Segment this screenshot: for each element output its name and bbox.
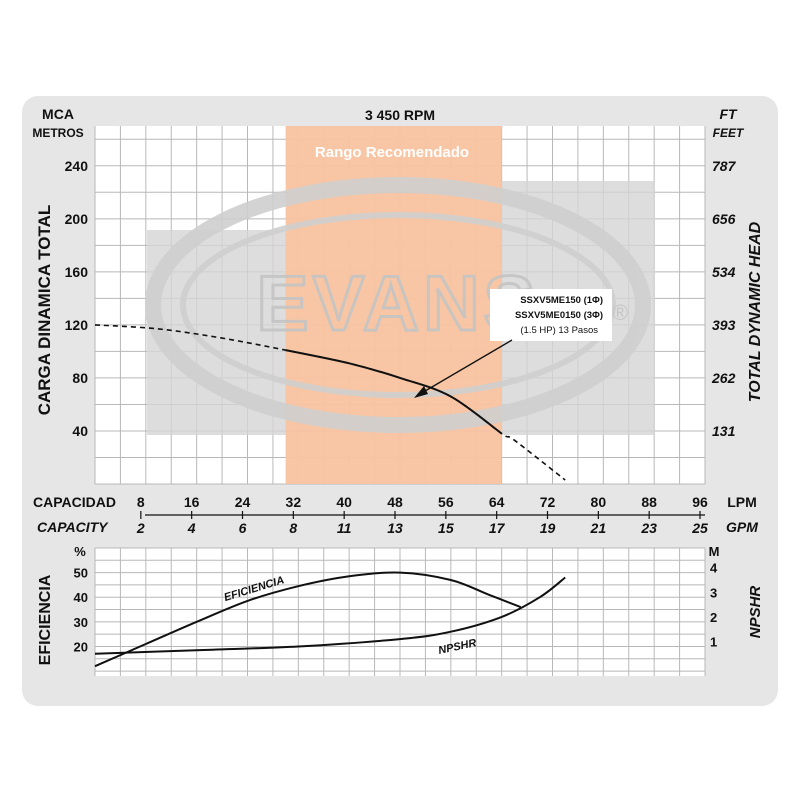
evans-watermark-logo: EVANS ® — [145, 177, 651, 433]
head-tick-label-mca: 160 — [65, 264, 89, 280]
capacity-tick-marks — [140, 511, 701, 519]
lpm-tick-label: 64 — [489, 494, 505, 510]
right-unit-bottom: FEET — [713, 126, 745, 140]
lpm-unit: LPM — [727, 494, 757, 510]
efficiency-unit: % — [74, 544, 86, 559]
efficiency-curve — [94, 571, 522, 668]
model-label-line3: (1.5 HP) 13 Pasos — [520, 325, 598, 336]
watermark-ellipse-outer — [145, 177, 651, 433]
npshr-curve — [94, 576, 566, 655]
npshr-tick-labels: 1 2 3 4 — [710, 561, 718, 650]
npshr-tick-label: 1 — [710, 635, 717, 650]
right-axis-title: TOTAL DYNAMIC HEAD — [747, 221, 764, 402]
head-curve-solid — [285, 349, 503, 435]
gpm-tick-label: 21 — [590, 520, 607, 536]
efficiency-tick-label: 50 — [74, 566, 88, 581]
gpm-unit: GPM — [726, 519, 758, 535]
lpm-tick-label: 16 — [184, 494, 200, 510]
head-tick-label-mca: 80 — [72, 370, 88, 386]
left-tick-labels: 40 80 120 160 200 240 — [65, 158, 89, 439]
lpm-tick-label: 32 — [286, 494, 302, 510]
gpm-tick-label: 25 — [691, 520, 708, 536]
lpm-tick-labels: 8 16 24 32 40 48 56 64 72 80 88 96 — [137, 494, 708, 510]
capacity-label-en: CAPACITY — [37, 519, 109, 535]
head-tick-label-ft: 534 — [712, 264, 736, 280]
efficiency-tick-label: 40 — [74, 590, 88, 605]
recommended-range-label: Rango Recomendado — [315, 144, 469, 161]
lpm-tick-label: 72 — [540, 494, 556, 510]
right-unit-top: FT — [719, 106, 738, 122]
npshr-tick-label: 4 — [710, 561, 718, 576]
gpm-tick-label: 2 — [136, 520, 145, 536]
gpm-tick-labels: 2 4 6 8 11 13 15 17 19 21 23 25 — [136, 520, 708, 536]
model-label-line2: SSXV5ME0150 (3Φ) — [515, 310, 603, 321]
head-tick-label-ft: 787 — [712, 158, 737, 174]
head-tick-label-ft: 262 — [711, 370, 736, 386]
lpm-tick-label: 96 — [692, 494, 708, 510]
head-tick-label-mca: 40 — [72, 423, 88, 439]
npshr-axis-title: NPSHR — [747, 586, 764, 639]
annotation-arrow-line — [419, 339, 513, 395]
lpm-tick-label: 88 — [641, 494, 657, 510]
left-axis-title: CARGA DINAMICA TOTAL — [35, 205, 54, 416]
right-tick-labels: 131 262 393 534 656 787 — [711, 158, 737, 439]
speed-label: 3 450 RPM — [365, 107, 435, 123]
head-tick-label-mca: 200 — [65, 211, 89, 227]
lpm-tick-label: 48 — [387, 494, 403, 510]
npshr-tick-label: 3 — [710, 585, 717, 600]
head-tick-label-ft: 131 — [712, 423, 736, 439]
model-label-line1: SSXV5ME150 (1Φ) — [520, 295, 603, 306]
left-unit-top: MCA — [42, 106, 74, 122]
efficiency-tick-label: 30 — [74, 615, 88, 630]
npshr-unit: M — [709, 544, 720, 559]
capacity-label-es: CAPACIDAD — [33, 494, 116, 510]
registered-mark: ® — [612, 300, 628, 325]
gpm-tick-label: 8 — [289, 520, 297, 536]
head-tick-label-mca: 240 — [65, 158, 89, 174]
efficiency-tick-label: 20 — [74, 639, 88, 654]
gpm-tick-label: 6 — [239, 520, 247, 536]
lpm-tick-label: 56 — [438, 494, 454, 510]
gpm-tick-label: 19 — [540, 520, 556, 536]
watermark-ellipse-inner — [180, 212, 616, 398]
gpm-tick-label: 11 — [337, 520, 352, 536]
annotation-arrowhead — [414, 386, 428, 398]
efficiency-tick-labels: 20 30 40 50 — [74, 566, 88, 655]
head-tick-label-ft: 393 — [712, 317, 736, 333]
model-label-box — [490, 289, 612, 341]
left-unit-bottom: METROS — [32, 126, 83, 140]
head-tick-label-ft: 656 — [712, 211, 736, 227]
head-curve-dashed — [94, 324, 566, 481]
gpm-tick-label: 4 — [187, 520, 196, 536]
gpm-tick-label: 15 — [438, 520, 454, 536]
gpm-tick-label: 13 — [387, 520, 403, 536]
head-tick-label-mca: 120 — [65, 317, 89, 333]
lpm-tick-label: 40 — [336, 494, 352, 510]
lpm-tick-label: 80 — [591, 494, 607, 510]
npshr-tick-label: 2 — [710, 610, 717, 625]
gpm-tick-label: 23 — [640, 520, 657, 536]
lpm-tick-label: 8 — [137, 494, 145, 510]
lpm-tick-label: 24 — [235, 494, 251, 510]
watermark-text: EVANS — [257, 259, 540, 347]
gpm-tick-label: 17 — [489, 520, 506, 536]
efficiency-axis-title: EFICIENCIA — [37, 574, 54, 665]
